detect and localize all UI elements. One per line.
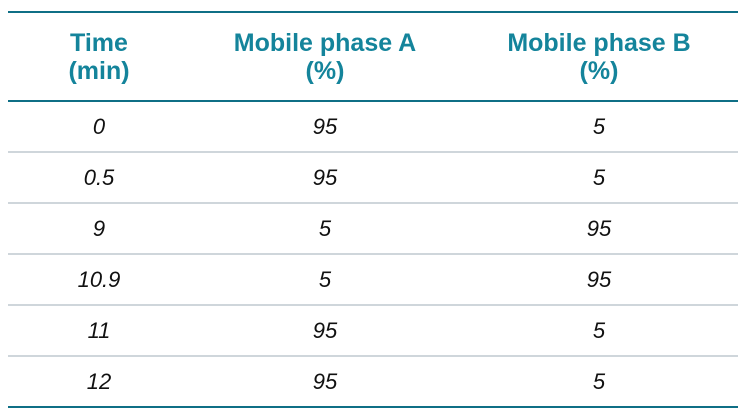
gradient-table: Time (min) Mobile phase A (%) Mobile pha…: [8, 11, 738, 408]
cell-mobile-phase-a: 95: [190, 356, 460, 408]
table-row: 11 95 5: [8, 305, 738, 357]
gradient-table-container: Time (min) Mobile phase A (%) Mobile pha…: [8, 11, 738, 408]
cell-time: 0: [8, 101, 190, 153]
cell-mobile-phase-a: 5: [190, 203, 460, 255]
table-row: 0.5 95 5: [8, 152, 738, 204]
header-mobile-phase-b-unit: (%): [579, 56, 619, 85]
cell-mobile-phase-b: 5: [460, 305, 738, 357]
header-mobile-phase-a-label: Mobile phase A: [233, 28, 417, 57]
cell-mobile-phase-a: 95: [190, 101, 460, 153]
cell-time: 9: [8, 203, 190, 255]
cell-mobile-phase-a: 95: [190, 152, 460, 204]
header-time-label: Time: [70, 28, 128, 57]
header-mobile-phase-b-label: Mobile phase B: [507, 28, 691, 57]
table-body: 0 95 5 0.5 95 5 9 5 95 10.9 5 95 11 95: [8, 101, 738, 408]
header-mobile-phase-a-unit: (%): [305, 56, 345, 85]
cell-time: 12: [8, 356, 190, 408]
table-header: Time (min) Mobile phase A (%) Mobile pha…: [8, 11, 738, 102]
cell-mobile-phase-b: 95: [460, 254, 738, 306]
cell-mobile-phase-b: 5: [460, 101, 738, 153]
cell-time: 0.5: [8, 152, 190, 204]
table-row: 0 95 5: [8, 101, 738, 153]
header-time: Time (min): [8, 11, 190, 102]
cell-mobile-phase-a: 95: [190, 305, 460, 357]
header-row: Time (min) Mobile phase A (%) Mobile pha…: [8, 11, 738, 102]
table-row: 9 5 95: [8, 203, 738, 255]
cell-time: 10.9: [8, 254, 190, 306]
cell-mobile-phase-b: 5: [460, 356, 738, 408]
table-row: 12 95 5: [8, 356, 738, 408]
cell-mobile-phase-a: 5: [190, 254, 460, 306]
cell-mobile-phase-b: 95: [460, 203, 738, 255]
table-row: 10.9 5 95: [8, 254, 738, 306]
header-mobile-phase-b: Mobile phase B (%): [460, 11, 738, 102]
cell-mobile-phase-b: 5: [460, 152, 738, 204]
header-mobile-phase-a: Mobile phase A (%): [190, 11, 460, 102]
header-time-unit: (min): [68, 56, 130, 85]
cell-time: 11: [8, 305, 190, 357]
